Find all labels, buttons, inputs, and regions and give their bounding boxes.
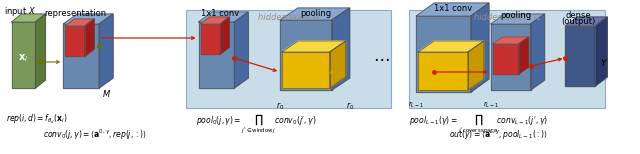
Text: dense: dense	[566, 11, 591, 20]
Polygon shape	[12, 14, 45, 22]
Text: (output): (output)	[561, 17, 595, 26]
Text: $pool_{L-1}(\gamma)=\prod_{j^\prime\mathrm{\,covers\,space}} conv_{L-1}(j^\prime: $pool_{L-1}(\gamma)=\prod_{j^\prime\math…	[410, 112, 548, 135]
Text: input $X$: input $X$	[3, 5, 36, 18]
Text: pooling: pooling	[300, 9, 332, 18]
Polygon shape	[65, 26, 85, 56]
Polygon shape	[330, 41, 346, 88]
Polygon shape	[493, 37, 529, 44]
Polygon shape	[518, 37, 529, 74]
Polygon shape	[419, 52, 468, 90]
Polygon shape	[332, 8, 349, 90]
Text: $r_0$: $r_0$	[346, 100, 354, 111]
Text: pooling: pooling	[500, 11, 531, 20]
Text: $\mathbf{x}_i$: $\mathbf{x}_i$	[19, 52, 29, 64]
FancyBboxPatch shape	[186, 10, 392, 108]
Polygon shape	[595, 17, 607, 86]
Polygon shape	[12, 22, 35, 88]
Polygon shape	[493, 44, 518, 74]
Polygon shape	[280, 20, 332, 90]
Polygon shape	[491, 24, 531, 90]
Text: 1x1 conv: 1x1 conv	[434, 4, 472, 13]
Text: $pool_0(j,\gamma)=\prod_{j^\prime\in\mathrm{window}\,j} conv_0(j^\prime,\gamma)$: $pool_0(j,\gamma)=\prod_{j^\prime\in\mat…	[196, 112, 316, 135]
Polygon shape	[234, 12, 248, 88]
Text: $conv_0(j,\gamma)=\langle \mathbf{a}^{0,\gamma},rep(j,:)\rangle$: $conv_0(j,\gamma)=\langle \mathbf{a}^{0,…	[44, 128, 147, 142]
Polygon shape	[416, 16, 471, 92]
Polygon shape	[198, 12, 248, 22]
Text: $r_{L-1}$: $r_{L-1}$	[483, 100, 499, 110]
Text: $Y$: $Y$	[600, 57, 608, 67]
Text: $out(y)=\langle \mathbf{a}^{L,y},pool_{L-1}(:)\rangle$: $out(y)=\langle \mathbf{a}^{L,y},pool_{L…	[449, 128, 548, 142]
Polygon shape	[280, 8, 349, 20]
Text: $r_0$: $r_0$	[276, 100, 284, 111]
Polygon shape	[282, 52, 330, 88]
Polygon shape	[419, 41, 484, 52]
Polygon shape	[65, 19, 94, 26]
Polygon shape	[35, 14, 45, 88]
Polygon shape	[63, 14, 113, 24]
Polygon shape	[471, 3, 489, 92]
Text: 1x1 conv: 1x1 conv	[202, 9, 239, 18]
Polygon shape	[282, 41, 346, 52]
Polygon shape	[63, 24, 99, 88]
Text: representation: representation	[44, 9, 106, 18]
Polygon shape	[85, 19, 94, 56]
Polygon shape	[531, 14, 545, 90]
Text: $r_{L-1}$: $r_{L-1}$	[408, 100, 424, 110]
Polygon shape	[416, 3, 489, 16]
FancyBboxPatch shape	[410, 10, 605, 108]
Text: $M$: $M$	[102, 88, 111, 99]
Text: hidden layer 0: hidden layer 0	[259, 13, 319, 22]
Text: $\cdots$: $\cdots$	[373, 49, 390, 67]
Polygon shape	[200, 17, 229, 24]
Polygon shape	[99, 14, 113, 88]
Polygon shape	[491, 14, 545, 24]
Text: $rep(i,d)=f_{\theta_d}(\mathbf{x}_i)$: $rep(i,d)=f_{\theta_d}(\mathbf{x}_i)$	[6, 112, 67, 126]
Polygon shape	[565, 26, 595, 86]
Polygon shape	[565, 17, 607, 26]
Polygon shape	[198, 22, 234, 88]
Polygon shape	[468, 41, 484, 90]
Polygon shape	[220, 17, 229, 54]
Polygon shape	[200, 24, 220, 54]
Text: hidden layer L-1: hidden layer L-1	[474, 13, 541, 22]
